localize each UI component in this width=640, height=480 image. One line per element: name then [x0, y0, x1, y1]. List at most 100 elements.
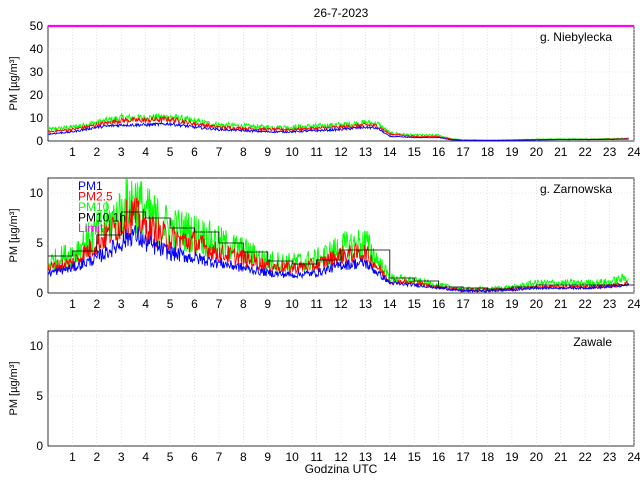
- y-tick-label: 5: [36, 236, 43, 250]
- x-tick-label: 15: [408, 145, 422, 159]
- x-tick-label: 2: [93, 450, 100, 464]
- x-tick-label: 12: [334, 450, 348, 464]
- legend-entry: PM10 1h: [78, 211, 126, 225]
- x-tick-label: 20: [530, 145, 544, 159]
- x-tick-label: 5: [167, 297, 174, 311]
- x-tick-label: 7: [216, 450, 223, 464]
- x-tick-label: 15: [408, 297, 422, 311]
- y-tick-label: 0: [36, 286, 43, 300]
- series-pm1: [47, 224, 630, 294]
- x-tick-label: 10: [285, 297, 299, 311]
- series-pm25: [47, 197, 630, 293]
- y-tick-label: 50: [30, 19, 44, 33]
- x-tick-label: 20: [530, 450, 544, 464]
- x-tick-label: 13: [359, 297, 373, 311]
- x-tick-label: 17: [456, 145, 470, 159]
- x-tick-label: 14: [383, 145, 397, 159]
- station-label: g. Zarnowska: [540, 182, 612, 196]
- x-tick-label: 6: [191, 297, 198, 311]
- x-tick-label: 13: [359, 145, 373, 159]
- panel-1: 1 2 3 4 5 6 7 8 9 10 11 12 13 14 15 16 17 18 19 20 21 22 23 240…: [8, 19, 640, 159]
- x-tick-label: 17: [456, 450, 470, 464]
- x-tick-label: 19: [505, 297, 519, 311]
- x-tick-label: 7: [216, 145, 223, 159]
- series-pm1: [47, 121, 629, 142]
- x-tick-label: 7: [216, 297, 223, 311]
- x-tick-label: 1: [69, 450, 76, 464]
- x-tick-label: 10: [285, 145, 299, 159]
- y-tick-label: 30: [30, 65, 44, 79]
- y-tick-label: 0: [36, 439, 43, 453]
- x-tick-label: 22: [578, 297, 592, 311]
- y-tick-label: 20: [30, 88, 44, 102]
- y-tick-label: 40: [30, 42, 44, 56]
- x-tick-label: 11: [310, 297, 323, 311]
- x-tick-label: 9: [264, 297, 271, 311]
- x-tick-label: 12: [334, 145, 348, 159]
- x-tick-label: 13: [359, 450, 373, 464]
- y-tick-label: 10: [30, 111, 44, 125]
- x-tick-label: 4: [142, 297, 149, 311]
- x-tick-label: 3: [118, 297, 125, 311]
- x-tick-label: 23: [603, 450, 617, 464]
- x-tick-label: 5: [167, 145, 174, 159]
- x-tick-label: 15: [408, 450, 422, 464]
- x-tick-label: 6: [191, 450, 198, 464]
- x-tick-label: 17: [456, 297, 470, 311]
- legend-entry: PM2.5: [78, 190, 113, 204]
- x-tick-label: 18: [481, 145, 495, 159]
- y-axis-label: PM [µg/m³]: [8, 56, 20, 110]
- x-tick-label: 5: [167, 450, 174, 464]
- legend-entry: PM1: [78, 179, 103, 193]
- panel-3: 1 2 3 4 5 6 7 8 9 10 11 12 13 14 15 16 17 18 19 20 21 22 23 240…: [8, 330, 640, 464]
- x-tick-label: 8: [240, 297, 247, 311]
- x-tick-label: 24: [627, 450, 640, 464]
- y-axis-label: PM [µg/m³]: [8, 208, 20, 262]
- x-tick-label: 18: [481, 297, 495, 311]
- station-label: Zawale: [573, 335, 612, 349]
- legend-entry: Limit: [78, 221, 104, 235]
- legend-entry: PM10: [78, 200, 110, 214]
- x-tick-label: 16: [432, 297, 446, 311]
- x-tick-label: 4: [142, 145, 149, 159]
- y-tick-label: 5: [36, 389, 43, 403]
- x-tick-label: 3: [118, 450, 125, 464]
- x-tick-label: 18: [481, 450, 495, 464]
- x-tick-label: 21: [554, 297, 568, 311]
- x-tick-label: 23: [603, 297, 617, 311]
- x-tick-label: 19: [505, 145, 519, 159]
- x-tick-label: 3: [118, 145, 125, 159]
- x-tick-label: 12: [334, 297, 348, 311]
- chart-title: 26-7-2023: [314, 6, 369, 20]
- station-label: g. Niebylecka: [540, 30, 612, 44]
- x-tick-label: 11: [310, 145, 323, 159]
- series-hourly: [48, 211, 634, 290]
- x-tick-label: 1: [69, 297, 76, 311]
- x-tick-label: 4: [142, 450, 149, 464]
- x-tick-label: 16: [432, 145, 446, 159]
- x-tick-label: 19: [505, 450, 519, 464]
- x-tick-label: 8: [240, 145, 247, 159]
- y-tick-label: 10: [30, 339, 44, 353]
- x-tick-label: 16: [432, 450, 446, 464]
- x-tick-label: 24: [627, 145, 640, 159]
- x-tick-label: 14: [383, 297, 397, 311]
- x-tick-label: 21: [554, 450, 568, 464]
- x-tick-label: 10: [285, 450, 299, 464]
- x-tick-label: 2: [93, 297, 100, 311]
- x-tick-label: 23: [603, 145, 617, 159]
- y-tick-label: 10: [30, 186, 44, 200]
- x-tick-label: 6: [191, 145, 198, 159]
- x-tick-label: 22: [578, 145, 592, 159]
- x-tick-label: 9: [264, 450, 271, 464]
- y-tick-label: 0: [36, 134, 43, 148]
- x-tick-label: 14: [383, 450, 397, 464]
- x-tick-label: 20: [530, 297, 544, 311]
- x-tick-label: 9: [264, 145, 271, 159]
- x-tick-label: 1: [69, 145, 76, 159]
- x-tick-label: 8: [240, 450, 247, 464]
- x-tick-label: 21: [554, 145, 568, 159]
- panel-2: 1 2 3 4 5 6 7 8 9 10 11 12 13 14 15 16 17 18 19 20 21 22 23 240…: [8, 177, 640, 311]
- x-tick-label: 24: [627, 297, 640, 311]
